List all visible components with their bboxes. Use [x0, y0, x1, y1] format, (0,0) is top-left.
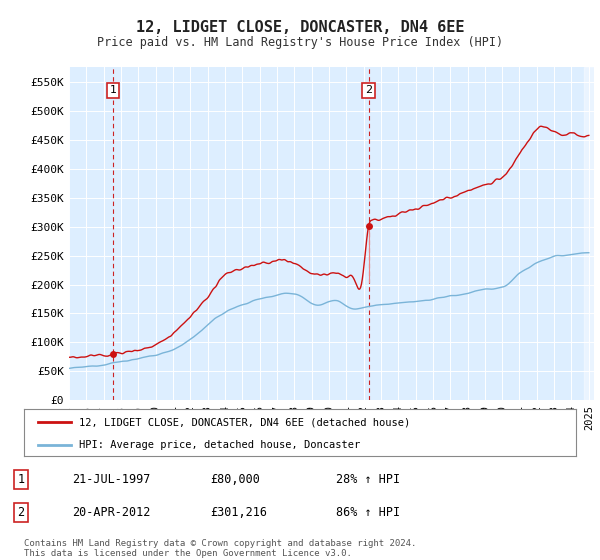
Text: 2: 2: [365, 85, 373, 95]
Text: Contains HM Land Registry data © Crown copyright and database right 2024.
This d: Contains HM Land Registry data © Crown c…: [24, 539, 416, 558]
Text: £301,216: £301,216: [210, 506, 267, 519]
Text: 12, LIDGET CLOSE, DONCASTER, DN4 6EE (detached house): 12, LIDGET CLOSE, DONCASTER, DN4 6EE (de…: [79, 417, 410, 427]
Text: 21-JUL-1997: 21-JUL-1997: [72, 473, 151, 486]
Text: 86% ↑ HPI: 86% ↑ HPI: [336, 506, 400, 519]
Text: 20-APR-2012: 20-APR-2012: [72, 506, 151, 519]
Text: 1: 1: [17, 473, 25, 486]
Text: 1: 1: [110, 85, 116, 95]
Text: 28% ↑ HPI: 28% ↑ HPI: [336, 473, 400, 486]
Text: 12, LIDGET CLOSE, DONCASTER, DN4 6EE: 12, LIDGET CLOSE, DONCASTER, DN4 6EE: [136, 20, 464, 35]
Text: HPI: Average price, detached house, Doncaster: HPI: Average price, detached house, Donc…: [79, 440, 361, 450]
Text: 2: 2: [17, 506, 25, 519]
Text: Price paid vs. HM Land Registry's House Price Index (HPI): Price paid vs. HM Land Registry's House …: [97, 36, 503, 49]
Text: £80,000: £80,000: [210, 473, 260, 486]
